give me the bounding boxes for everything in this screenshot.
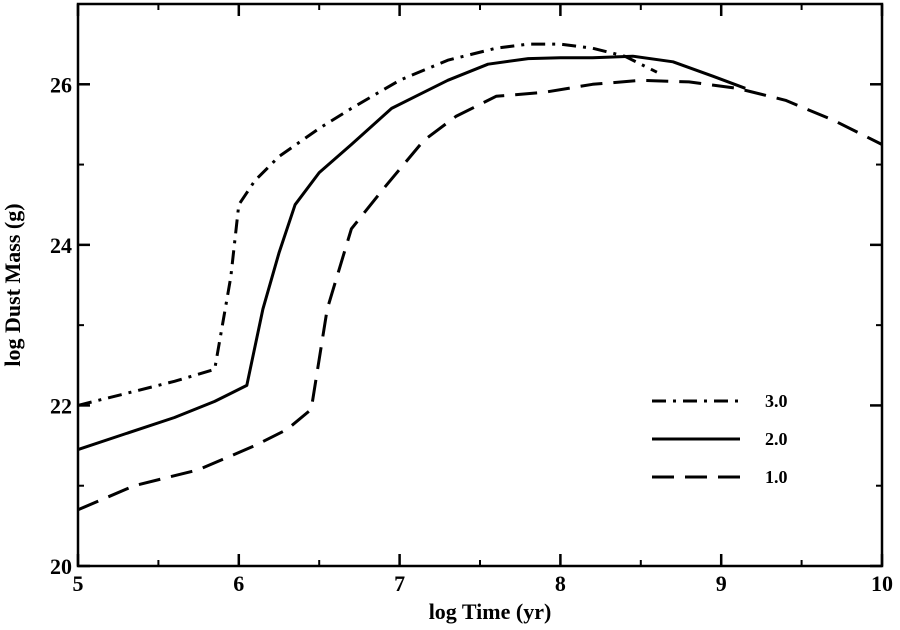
y-tick-label: 22: [50, 393, 72, 418]
legend-label-2-0: 2.0: [765, 429, 788, 449]
x-tick-label: 5: [73, 571, 84, 596]
series-line-3-0: [77, 42, 658, 407]
legend-label-3-0: 3.0: [765, 391, 788, 411]
legend-label-1-0: 1.0: [765, 467, 788, 487]
axis-ticks: [76, 4, 884, 568]
x-tick-label: 6: [233, 571, 244, 596]
x-tick-label: 7: [394, 571, 405, 596]
series-line-1-0: [77, 78, 883, 512]
legend: 3.0 2.0 1.0: [652, 391, 788, 487]
x-tick-label: 8: [555, 571, 566, 596]
plot-frame: [76, 2, 884, 568]
tick-labels: 5 6 7 8 9 10 20 22 24 26: [50, 72, 893, 596]
x-tick-label: 9: [716, 571, 727, 596]
y-axis-label: log Dust Mass (g): [0, 203, 25, 366]
x-axis-label: log Time (yr): [429, 599, 552, 624]
x-tick-label: 10: [871, 571, 893, 596]
series-lines: [77, 42, 883, 512]
y-tick-label: 24: [50, 233, 72, 258]
series-line-2-0: [77, 54, 746, 452]
y-tick-label: 26: [50, 72, 72, 97]
y-tick-label: 20: [50, 554, 72, 579]
